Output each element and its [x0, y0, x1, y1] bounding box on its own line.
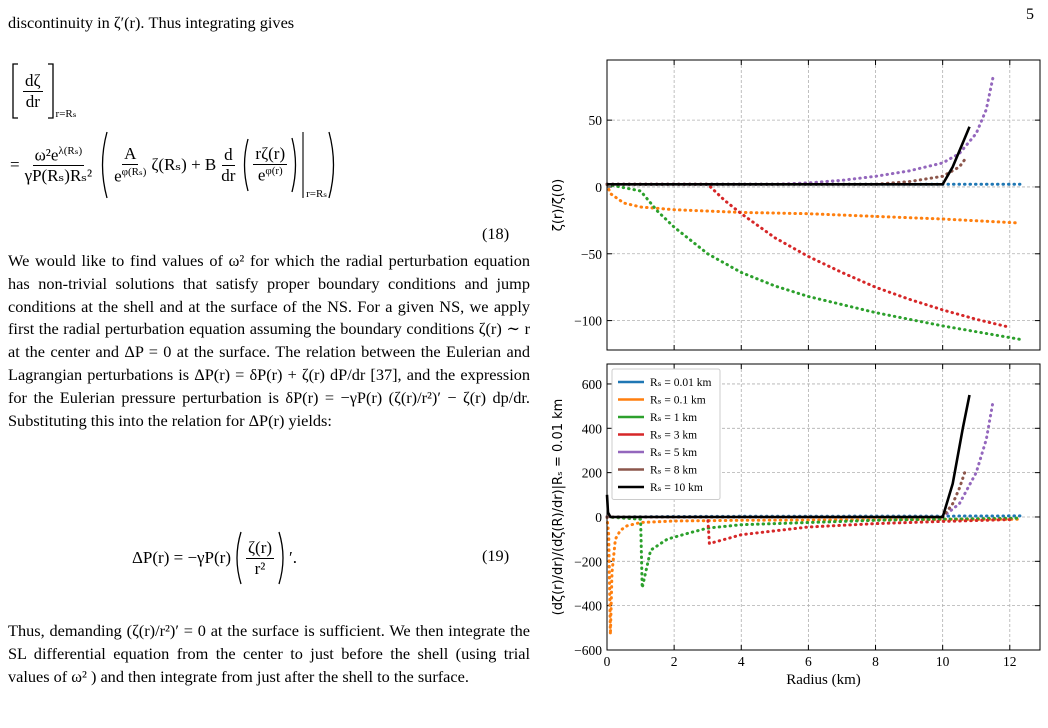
legend-label: Rₛ = 3 km	[650, 430, 697, 442]
legend-box	[611, 368, 721, 500]
y-tick-label: 400	[582, 421, 603, 436]
paragraph: We would like to find values of ω² for w…	[8, 251, 530, 430]
base: e	[114, 166, 122, 186]
equation-18-lhs: dζ dr r=Rₛ	[10, 62, 76, 120]
legend-label: Rₛ = 10 km	[650, 482, 703, 494]
paren	[328, 131, 335, 199]
series-line	[605, 394, 971, 519]
series-line	[605, 182, 1022, 225]
fraction: ζ(r) r²	[246, 537, 275, 579]
series-line	[605, 515, 1022, 635]
y-tick-label: −100	[574, 314, 602, 329]
numerator: ζ(r)	[246, 537, 275, 559]
equation-19: ΔP(r) = −γP(r) ζ(r) r² ′.	[132, 530, 297, 586]
legend-label: Rₛ = 0.01 km	[650, 377, 712, 389]
paren	[244, 138, 250, 192]
legend-label: Rₛ = 0.1 km	[650, 395, 706, 407]
y-tick-label: 0	[595, 510, 602, 525]
series-line	[605, 156, 968, 186]
term: ΔP(r) = −γP(r)	[132, 548, 231, 567]
term: ζ(Rₛ) + B	[151, 155, 217, 174]
base: e	[257, 165, 266, 185]
numerator: rζ(r)	[253, 144, 288, 166]
series-line	[605, 75, 995, 186]
y-tick-label: −200	[574, 554, 602, 569]
fraction: rζ(r) eφ(r)	[253, 144, 288, 186]
y-axis-label: ζ(r)/ζ(0)	[551, 179, 566, 231]
plot-frame	[606, 59, 1041, 351]
denominator: eφ(Rₛ)	[112, 165, 148, 187]
series-line	[605, 466, 968, 519]
y-tick-label: 50	[589, 113, 603, 128]
series-line	[605, 515, 1022, 589]
denominator: dr	[221, 165, 236, 185]
bracket	[12, 63, 18, 119]
figure: −100 −50 0 50 ζ(r)/ζ(0) 0 2 4 6 8 10 12 −600 −400 −200…	[551, 59, 1041, 688]
equation-number: (18)	[482, 224, 510, 243]
series-line	[605, 182, 1022, 341]
exponent: λ(Rₛ)	[58, 144, 83, 157]
series-line	[605, 515, 1012, 546]
series-line	[607, 126, 971, 186]
x-tick-label: 8	[872, 654, 879, 669]
denominator: γP(Rₛ)Rₛ²	[24, 166, 93, 186]
denominator: dr	[25, 91, 40, 111]
legend-label: Rₛ = 8 km	[650, 465, 697, 477]
x-tick-label: 2	[671, 654, 678, 669]
x-tick-label: 10	[936, 654, 950, 669]
fraction: ω²eλ(Rₛ) γP(Rₛ)Rₛ²	[23, 144, 95, 187]
x-tick-label: 12	[1003, 654, 1017, 669]
paren-bar	[291, 132, 304, 198]
exponent: φ(Rₛ)	[121, 165, 147, 178]
paren	[236, 531, 242, 585]
paren	[278, 531, 284, 585]
series-line	[605, 182, 1012, 329]
numerator: dζ	[23, 70, 43, 92]
y-tick-label: 600	[582, 377, 603, 392]
numerator: A	[122, 143, 139, 165]
plot-frame	[606, 363, 1041, 651]
x-tick-label: 6	[805, 654, 812, 669]
equation-number: (19)	[482, 546, 510, 565]
y-tick-label: −400	[574, 599, 602, 614]
paragraph: discontinuity in ζ′(r). Thus integrating…	[8, 13, 295, 32]
paragraph: Thus, demanding (ζ(r)/r²)′ = 0 at the su…	[8, 621, 530, 686]
fraction: dζ dr	[23, 71, 43, 112]
fraction: d dr	[219, 145, 237, 186]
bracket	[47, 63, 54, 119]
subscript: r=Rₛ	[55, 108, 77, 120]
x-tick-label: 0	[604, 654, 611, 669]
y-tick-label: −50	[581, 247, 602, 262]
term: ′.	[289, 548, 297, 567]
equals: =	[10, 155, 20, 174]
x-tick-label: 4	[738, 654, 745, 669]
y-tick-label: 0	[595, 180, 602, 195]
denominator: eφ(r)	[256, 165, 285, 186]
page-number: 5	[1026, 6, 1034, 23]
numerator: d	[222, 144, 235, 166]
numerator: ω²eλ(Rₛ)	[32, 144, 85, 167]
y-tick-label: 200	[582, 466, 603, 481]
subscript: r=Rₛ	[306, 188, 328, 200]
denominator: r²	[254, 558, 266, 578]
legend-label: Rₛ = 5 km	[650, 447, 697, 459]
legend-label: Rₛ = 1 km	[650, 412, 697, 424]
exponent: φ(r)	[265, 165, 283, 178]
y-tick-label: −600	[574, 643, 602, 658]
x-axis-label: Radius (km)	[786, 672, 861, 688]
y-axis-label: (dζ(r)/dr)/(dζ(R)/dr)|Rₛ = 0.01 km	[551, 399, 566, 616]
paren	[102, 131, 108, 199]
base: ω²e	[34, 145, 59, 165]
